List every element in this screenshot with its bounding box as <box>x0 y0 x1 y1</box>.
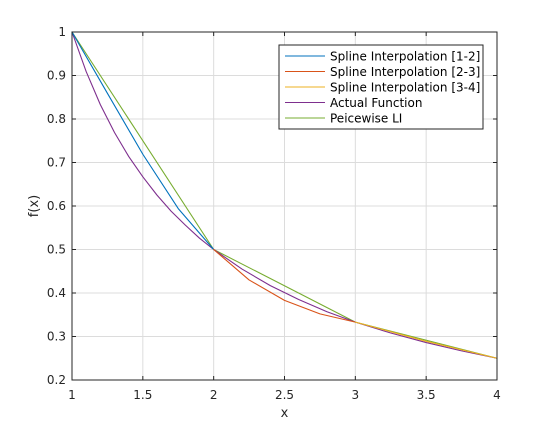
ticks <box>71 31 498 381</box>
y-tick-label: 0.8 <box>47 112 66 126</box>
legend-entry-label: Peicewise LI <box>330 112 402 126</box>
x-tick-label: 1 <box>68 388 76 402</box>
series-layer <box>71 31 498 359</box>
tick-labels: 1 1.5 2 2.5 3 3.5 4 0.2 0.3 0.4 0.5 0.6 0.7 0.8 0.9 1 <box>47 25 501 402</box>
y-tick-label: 0.7 <box>47 156 66 170</box>
y-tick-label: 0.9 <box>47 69 66 83</box>
y-axis-label: f(x) <box>27 195 42 217</box>
x-axis-label: x <box>281 406 289 421</box>
series-line-0 <box>71 31 215 251</box>
x-tick-label: 3.5 <box>417 388 436 402</box>
series-line-4 <box>71 31 498 359</box>
y-tick-label: 1 <box>58 25 66 39</box>
x-tick-label: 2 <box>210 388 218 402</box>
y-tick-label: 0.6 <box>47 199 66 213</box>
x-tick-label: 2.5 <box>275 388 294 402</box>
legend: Spline Interpolation [1-2]Spline Interpo… <box>278 44 484 130</box>
y-tick-label: 0.3 <box>47 330 66 344</box>
series-line-2 <box>354 321 498 359</box>
x-tick-label: 3 <box>352 388 360 402</box>
series-line-3 <box>71 31 498 359</box>
legend-entry-label: Spline Interpolation [1-2] <box>330 50 480 64</box>
x-tick-label: 4 <box>493 388 501 402</box>
x-tick-label: 1.5 <box>133 388 152 402</box>
series-line-1 <box>213 248 356 323</box>
y-tick-label: 0.5 <box>47 243 66 257</box>
legend-entry-label: Spline Interpolation [3-4] <box>330 81 480 95</box>
y-tick-label: 0.4 <box>47 286 66 300</box>
legend-entry-label: Spline Interpolation [2-3] <box>330 65 480 79</box>
y-tick-label: 0.2 <box>47 373 66 387</box>
legend-entry-label: Actual Function <box>330 96 422 110</box>
